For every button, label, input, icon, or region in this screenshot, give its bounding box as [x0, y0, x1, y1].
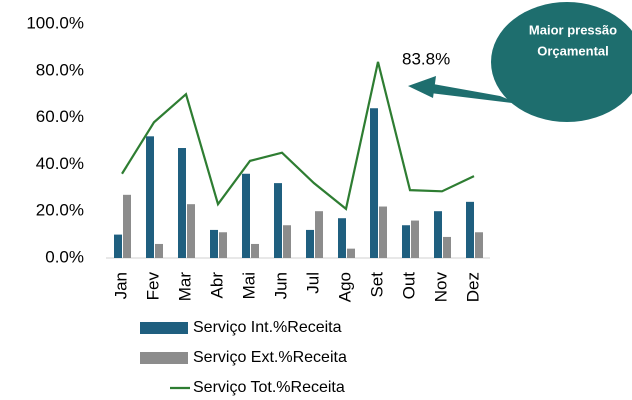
bar	[402, 225, 410, 258]
bar	[283, 225, 291, 258]
legend-label: Serviço Int.%Receita	[193, 319, 342, 336]
bar	[155, 243, 163, 258]
callout-arrowhead	[408, 76, 436, 98]
callout-text: Orçamental	[537, 43, 609, 58]
bar	[434, 211, 442, 258]
bar	[411, 220, 419, 258]
x-tick-label: Set	[367, 272, 386, 298]
bar	[443, 236, 451, 258]
x-tick-label: Nov	[431, 272, 450, 303]
bar	[242, 173, 250, 258]
bar	[475, 232, 483, 258]
x-tick-label: Mai	[239, 272, 258, 299]
x-tick-label: Jan	[111, 272, 130, 299]
bar	[123, 194, 131, 258]
x-tick-label: Jul	[303, 272, 322, 294]
bar	[219, 232, 227, 258]
y-tick-label: 20.0%	[36, 201, 84, 220]
bar	[146, 136, 154, 258]
legend-label: Serviço Tot.%Receita	[193, 379, 345, 396]
bar	[187, 204, 195, 258]
x-tick-label: Ago	[335, 272, 354, 302]
callout: Maior pressão Orçamental	[408, 2, 632, 122]
bar	[379, 206, 387, 258]
x-tick-label: Out	[399, 272, 418, 300]
line	[121, 61, 475, 211]
callout-text: Maior pressão	[529, 22, 617, 37]
x-tick-label: Fev	[143, 272, 162, 301]
x-tick-label: Dez	[463, 272, 482, 302]
bar	[210, 229, 218, 258]
legend-swatch	[140, 322, 188, 334]
bar	[306, 229, 314, 258]
y-tick-label: 60.0%	[36, 107, 84, 126]
bar	[338, 218, 346, 258]
bar	[114, 234, 122, 258]
bar	[274, 183, 282, 258]
bar	[466, 201, 474, 258]
callout-arrow	[430, 84, 520, 104]
y-tick-label: 0.0%	[45, 247, 84, 266]
bar	[315, 211, 323, 258]
legend-label: Serviço Ext.%Receita	[193, 349, 347, 366]
y-tick-label: 100.0%	[26, 13, 84, 32]
bar	[370, 108, 378, 259]
bar	[347, 248, 355, 258]
y-tick-label: 40.0%	[36, 154, 84, 173]
callout-bubble	[491, 2, 632, 122]
x-tick-label: Abr	[207, 272, 226, 299]
bar	[251, 243, 259, 258]
y-tick-label: 80.0%	[36, 60, 84, 79]
data-label: 83.8%	[402, 49, 450, 68]
x-tick-label: Mar	[175, 272, 194, 302]
bar	[178, 148, 186, 258]
x-tick-label: Jun	[271, 272, 290, 299]
legend-swatch	[140, 352, 188, 364]
